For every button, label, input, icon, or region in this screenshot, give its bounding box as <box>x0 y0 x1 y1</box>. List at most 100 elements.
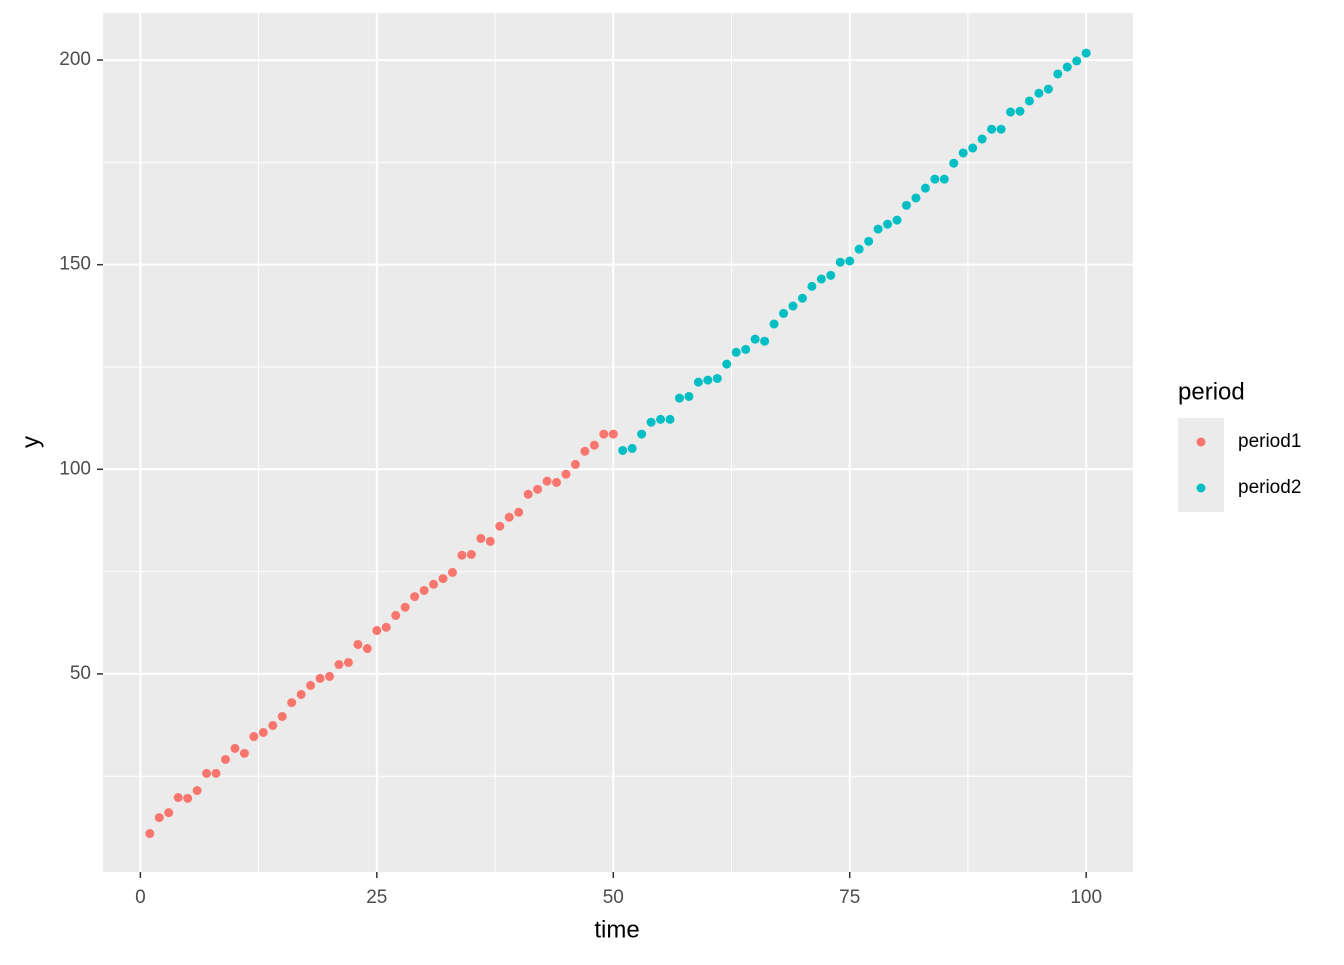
point <box>883 219 893 229</box>
point <box>920 183 930 193</box>
point <box>826 270 836 280</box>
y-tick-label: 100 <box>59 458 91 479</box>
point <box>447 567 457 577</box>
point <box>419 585 429 595</box>
point <box>797 293 807 303</box>
point <box>816 274 826 284</box>
point <box>864 236 874 246</box>
point <box>1053 69 1063 79</box>
x-axis-label: time <box>594 916 639 943</box>
point <box>230 743 240 753</box>
point <box>731 347 741 357</box>
point <box>769 319 779 329</box>
point <box>268 720 278 730</box>
point <box>343 657 353 667</box>
point <box>939 174 949 184</box>
x-tick-label: 75 <box>839 887 860 908</box>
point <box>1024 96 1034 106</box>
point <box>977 134 987 144</box>
point <box>570 459 580 469</box>
legend-label: period2 <box>1238 477 1301 498</box>
point <box>220 754 230 764</box>
point <box>239 748 249 758</box>
point <box>693 377 703 387</box>
point <box>466 549 476 559</box>
point <box>1015 106 1025 116</box>
point <box>646 417 656 427</box>
point <box>154 813 164 823</box>
point <box>608 429 618 439</box>
point <box>779 308 789 318</box>
point <box>987 124 997 134</box>
point <box>173 793 183 803</box>
point <box>296 689 306 699</box>
point <box>750 334 760 344</box>
x-tick-label: 0 <box>135 887 146 908</box>
point <box>901 200 911 210</box>
point <box>873 224 883 234</box>
point <box>164 808 174 818</box>
point <box>684 391 694 401</box>
point <box>722 359 732 369</box>
x-tick-label: 50 <box>603 887 624 908</box>
point <box>618 445 628 455</box>
point <box>287 698 297 708</box>
legend-key <box>1196 483 1206 493</box>
point <box>391 610 401 620</box>
y-tick-label: 200 <box>59 49 91 70</box>
point <box>485 536 495 546</box>
y-tick-label: 50 <box>70 663 91 684</box>
y-tick-label: 150 <box>59 254 91 275</box>
point <box>1072 56 1082 66</box>
point <box>637 429 647 439</box>
point <box>807 281 817 291</box>
point <box>306 680 316 690</box>
point <box>495 521 505 531</box>
point <box>968 143 978 153</box>
legend-label: period1 <box>1238 431 1301 452</box>
point <box>438 574 448 584</box>
point <box>533 484 543 494</box>
point <box>362 644 372 654</box>
point <box>145 829 155 839</box>
point <box>211 768 221 778</box>
point <box>996 124 1006 134</box>
x-tick-label: 100 <box>1070 887 1102 908</box>
point <box>400 602 410 612</box>
legend-key-background <box>1178 418 1224 512</box>
point <box>381 622 391 632</box>
point <box>523 489 533 499</box>
point <box>760 336 770 346</box>
point <box>353 639 363 649</box>
point <box>949 158 959 168</box>
legend-title: period <box>1178 378 1245 405</box>
point <box>1081 48 1091 58</box>
point <box>892 215 902 225</box>
point <box>249 732 259 742</box>
point <box>429 579 439 589</box>
point <box>674 393 684 403</box>
x-tick-label: 25 <box>366 887 387 908</box>
point <box>845 256 855 266</box>
point <box>192 786 202 796</box>
point <box>183 793 193 803</box>
point <box>325 671 335 681</box>
point <box>580 446 590 456</box>
point <box>665 414 675 424</box>
point <box>457 550 467 560</box>
point <box>589 440 599 450</box>
point <box>958 148 968 158</box>
point <box>741 344 751 354</box>
point <box>514 507 524 517</box>
point <box>202 768 212 778</box>
point <box>656 414 666 424</box>
point <box>542 476 552 486</box>
point <box>1043 84 1053 94</box>
point <box>258 727 268 737</box>
point <box>703 375 713 385</box>
point <box>372 626 382 636</box>
point <box>1062 62 1072 72</box>
point <box>334 660 344 670</box>
